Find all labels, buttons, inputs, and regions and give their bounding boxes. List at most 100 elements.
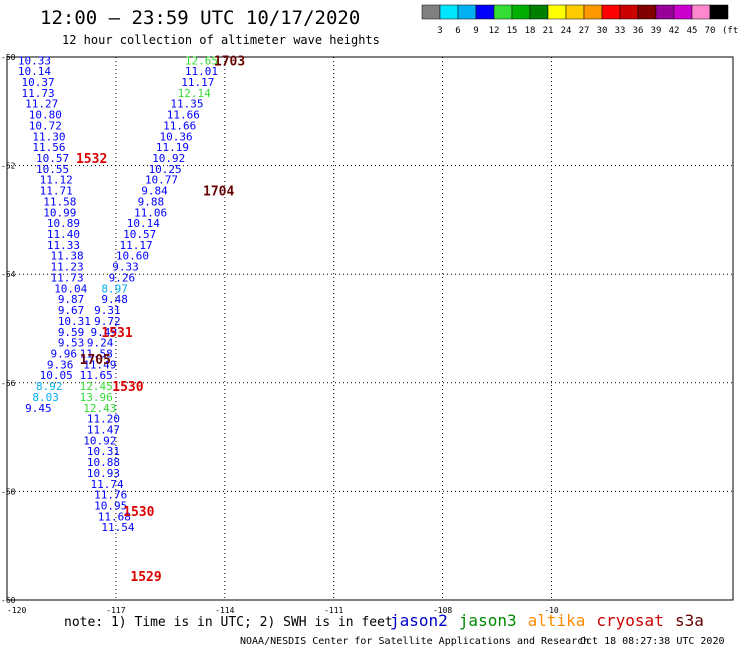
wave-height-value: 10.04 (54, 282, 87, 295)
page-title: 12:00 – 23:59 UTC 10/17/2020 (40, 7, 360, 29)
wave-height-value: 10.92 (152, 152, 185, 165)
wave-height-value: 10.36 (159, 130, 192, 143)
generated-time: Oct 18 08:27:38 UTC 2020 (580, 636, 725, 647)
color-scale-label: 45 (687, 26, 698, 36)
axis-tick-labels: -50 -52 -54 -56 -58 -60-120 -117 -114 -111 -108 -1… (1, 53, 559, 615)
pass-time-label: 1704 (203, 185, 234, 200)
color-swatch (529, 4, 549, 20)
wave-height-value: 10.57 (123, 228, 156, 241)
color-scale-label: 21 (543, 26, 554, 36)
wave-height-value: 11.58 (43, 195, 76, 208)
pass-time-label: 1530 (112, 380, 143, 395)
wave-height-value: 9.87 (58, 293, 85, 306)
wave-height-value: 12.43 (83, 402, 116, 415)
color-swatch (475, 4, 495, 20)
wave-height-value: 10.14 (127, 217, 160, 230)
x-tick-label: -108 (433, 606, 452, 615)
y-tick-label: -56 (1, 379, 16, 388)
subtitle: 12 hour collection of altimeter wave hei… (62, 33, 380, 47)
color-scale-label: 12 (489, 26, 500, 36)
grid-lines (7, 57, 733, 600)
wave-height-value: 10.88 (87, 456, 120, 469)
color-swatch (457, 4, 477, 20)
wave-height-value: 11.66 (163, 119, 196, 132)
wave-height-value: 10.37 (22, 76, 55, 89)
y-tick-label: -52 (1, 162, 16, 171)
wave-height-value: 11.30 (32, 130, 65, 143)
wave-height-value: 11.49 (83, 358, 116, 371)
wave-height-value: 10.60 (116, 250, 149, 263)
legend-jason2: jason2 (390, 611, 448, 630)
wave-height-value: 10.72 (29, 119, 62, 132)
wave-height-value: 11.71 (40, 185, 73, 198)
wave-height-value: 11.33 (47, 239, 80, 252)
color-scale-label: 9 (473, 26, 478, 36)
wave-height-value: 10.80 (29, 109, 62, 122)
satellite-legend: jason2 jason3 altika cryosat s3a (390, 611, 704, 630)
x-tick-label: -10 (544, 606, 559, 615)
color-swatch (547, 4, 567, 20)
wave-height-value: 10.55 (36, 163, 69, 176)
wave-height-value: 11.68 (98, 510, 131, 523)
wave-height-value: 9.31 (94, 304, 121, 317)
wave-height-value: 12.45 (80, 380, 113, 393)
color-scale-label: 42 (669, 26, 680, 36)
wave-height-value: 11.65 (80, 369, 113, 382)
color-scale-label: 33 (615, 26, 626, 36)
wave-height-value: 11.47 (87, 423, 120, 436)
wave-height-value: 9.24 (87, 337, 114, 350)
wave-height-value: 11.54 (101, 521, 134, 534)
color-scale-label: 6 (455, 26, 460, 36)
wave-height-value: 10.33 (18, 54, 51, 67)
wave-height-value: 10.95 (94, 500, 127, 513)
pass-time-label: 1529 (130, 570, 161, 585)
color-swatch (709, 4, 729, 20)
wave-height-value: 11.38 (51, 250, 84, 263)
legend-s3a: s3a (675, 611, 704, 630)
color-scale-label: 36 (633, 26, 644, 36)
color-scale-label: 70 (705, 26, 716, 36)
color-swatch (511, 4, 531, 20)
wave-height-value: 8.92 (36, 380, 63, 393)
wave-height-value: 11.74 (90, 478, 123, 491)
wave-height-value: 10.57 (36, 152, 69, 165)
wave-height-value: 11.76 (94, 489, 127, 502)
y-tick-label: -58 (1, 487, 16, 496)
pass-time-label: 1531 (101, 326, 132, 341)
color-scale-label: 18 (525, 26, 536, 36)
wave-height-value: 9.96 (51, 347, 77, 360)
color-swatch (583, 4, 603, 20)
wave-height-value: 10.92 (83, 434, 116, 447)
wave-height-value: 11.01 (185, 65, 218, 78)
wave-height-value: 11.17 (120, 239, 153, 252)
wave-height-value: 12.14 (178, 87, 211, 100)
plot-area: -50 -52 -54 -56 -58 -60-120 -117 -114 -111 -108 -1… (1, 53, 734, 615)
wave-height-value: 8.97 (101, 282, 128, 295)
legend-altika: altika (528, 611, 586, 630)
wave-height-value: 10.25 (149, 163, 182, 176)
wave-height-value: 11.12 (40, 174, 73, 187)
wave-height-value: 11.73 (51, 271, 84, 284)
wave-height-value: 11.35 (170, 98, 203, 111)
x-tick-label: -114 (215, 606, 234, 615)
wave-height-value: 11.23 (51, 261, 84, 274)
wave-height-value: 10.99 (43, 206, 76, 219)
legend-cryosat: cryosat (596, 611, 663, 630)
wave-height-value: 9.26 (109, 271, 136, 284)
wave-height-value: 11.06 (134, 206, 167, 219)
wave-height-value: 10.77 (145, 174, 178, 187)
wave-height-value: 10.93 (87, 467, 120, 480)
wave-height-value: 9.33 (112, 261, 138, 274)
color-scale-unit: (ft) (722, 26, 740, 36)
wave-height-value: 9.53 (58, 337, 85, 350)
color-scale-label: 3 (437, 26, 442, 36)
wave-height-value: 11.56 (32, 141, 65, 154)
color-swatch (421, 4, 441, 20)
wave-height-value: 11.20 (87, 413, 120, 426)
color-scale-label: 24 (561, 26, 572, 36)
wave-height-value: 11.17 (181, 76, 214, 89)
wave-height-value: 8.03 (32, 391, 59, 404)
wave-height-value: 9.72 (94, 315, 121, 328)
